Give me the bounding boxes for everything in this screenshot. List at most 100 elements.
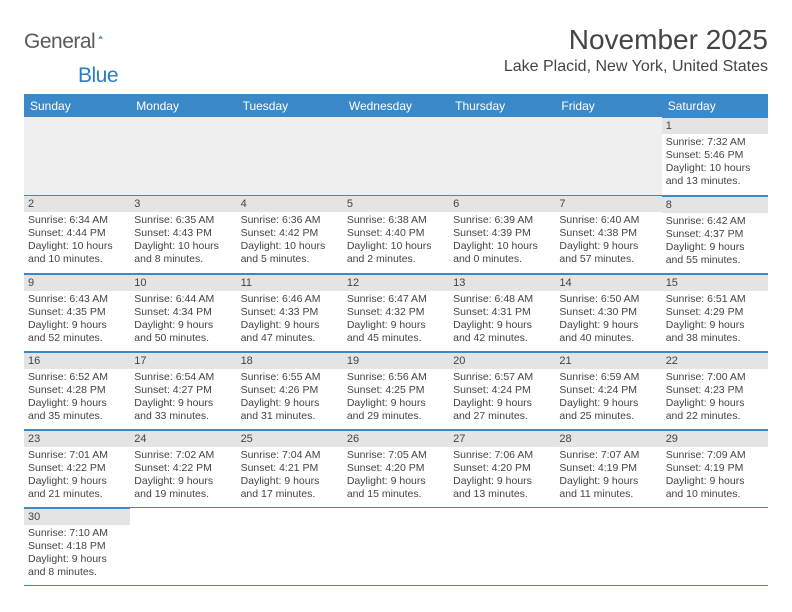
- calendar-cell: 26Sunrise: 7:05 AMSunset: 4:20 PMDayligh…: [343, 429, 449, 507]
- calendar-cell: 24Sunrise: 7:02 AMSunset: 4:22 PMDayligh…: [130, 429, 236, 507]
- day-body: Sunrise: 6:38 AMSunset: 4:40 PMDaylight:…: [343, 212, 449, 271]
- day-body: Sunrise: 6:55 AMSunset: 4:26 PMDaylight:…: [237, 369, 343, 428]
- day-body: Sunrise: 6:54 AMSunset: 4:27 PMDaylight:…: [130, 369, 236, 428]
- day-number: 1: [662, 117, 768, 134]
- day-body: Sunrise: 6:51 AMSunset: 4:29 PMDaylight:…: [662, 291, 768, 350]
- calendar-cell: [130, 507, 236, 585]
- day-number: 8: [662, 196, 768, 213]
- day-body: Sunrise: 6:39 AMSunset: 4:39 PMDaylight:…: [449, 212, 555, 271]
- calendar-cell: 8Sunrise: 6:42 AMSunset: 4:37 PMDaylight…: [662, 195, 768, 273]
- calendar-cell: 16Sunrise: 6:52 AMSunset: 4:28 PMDayligh…: [24, 351, 130, 429]
- calendar-cell: [237, 117, 343, 195]
- day-number: 15: [662, 274, 768, 291]
- calendar-row: 30Sunrise: 7:10 AMSunset: 4:18 PMDayligh…: [24, 507, 768, 585]
- calendar-cell: 21Sunrise: 6:59 AMSunset: 4:24 PMDayligh…: [555, 351, 661, 429]
- day-number: 27: [449, 430, 555, 447]
- calendar-cell: 20Sunrise: 6:57 AMSunset: 4:24 PMDayligh…: [449, 351, 555, 429]
- day-body: Sunrise: 6:43 AMSunset: 4:35 PMDaylight:…: [24, 291, 130, 350]
- weekday-header-row: Sunday Monday Tuesday Wednesday Thursday…: [24, 95, 768, 118]
- col-wednesday: Wednesday: [343, 95, 449, 118]
- day-body: Sunrise: 6:50 AMSunset: 4:30 PMDaylight:…: [555, 291, 661, 350]
- calendar-row: 9Sunrise: 6:43 AMSunset: 4:35 PMDaylight…: [24, 273, 768, 351]
- calendar-cell: 1Sunrise: 7:32 AMSunset: 5:46 PMDaylight…: [662, 117, 768, 195]
- day-number: 29: [662, 430, 768, 447]
- calendar-cell: 23Sunrise: 7:01 AMSunset: 4:22 PMDayligh…: [24, 429, 130, 507]
- calendar-cell: [555, 117, 661, 195]
- calendar-cell: 18Sunrise: 6:55 AMSunset: 4:26 PMDayligh…: [237, 351, 343, 429]
- calendar-cell: [24, 117, 130, 195]
- day-number: 3: [130, 195, 236, 212]
- calendar-cell: [555, 507, 661, 585]
- day-body: Sunrise: 6:59 AMSunset: 4:24 PMDaylight:…: [555, 369, 661, 428]
- day-body: Sunrise: 7:09 AMSunset: 4:19 PMDaylight:…: [662, 447, 768, 506]
- page-subtitle: Lake Placid, New York, United States: [504, 58, 768, 76]
- calendar-cell: 10Sunrise: 6:44 AMSunset: 4:34 PMDayligh…: [130, 273, 236, 351]
- day-number: 11: [237, 274, 343, 291]
- col-friday: Friday: [555, 95, 661, 118]
- day-number: 19: [343, 352, 449, 369]
- day-number: 25: [237, 430, 343, 447]
- calendar-cell: 2Sunrise: 6:34 AMSunset: 4:44 PMDaylight…: [24, 195, 130, 273]
- calendar-cell: 15Sunrise: 6:51 AMSunset: 4:29 PMDayligh…: [662, 273, 768, 351]
- day-body: Sunrise: 6:46 AMSunset: 4:33 PMDaylight:…: [237, 291, 343, 350]
- calendar-cell: 9Sunrise: 6:43 AMSunset: 4:35 PMDaylight…: [24, 273, 130, 351]
- col-saturday: Saturday: [662, 95, 768, 118]
- day-body: Sunrise: 7:32 AMSunset: 5:46 PMDaylight:…: [662, 134, 768, 193]
- day-number: 6: [449, 195, 555, 212]
- page-title: November 2025: [504, 24, 768, 56]
- day-body: Sunrise: 6:42 AMSunset: 4:37 PMDaylight:…: [662, 213, 768, 272]
- calendar-cell: 5Sunrise: 6:38 AMSunset: 4:40 PMDaylight…: [343, 195, 449, 273]
- day-number: 10: [130, 274, 236, 291]
- calendar-cell: 14Sunrise: 6:50 AMSunset: 4:30 PMDayligh…: [555, 273, 661, 351]
- calendar-cell: 6Sunrise: 6:39 AMSunset: 4:39 PMDaylight…: [449, 195, 555, 273]
- day-number: 13: [449, 274, 555, 291]
- calendar-cell: 12Sunrise: 6:47 AMSunset: 4:32 PMDayligh…: [343, 273, 449, 351]
- calendar-cell: [662, 507, 768, 585]
- day-body: Sunrise: 6:52 AMSunset: 4:28 PMDaylight:…: [24, 369, 130, 428]
- day-number: 21: [555, 352, 661, 369]
- col-tuesday: Tuesday: [237, 95, 343, 118]
- sail-icon: [98, 27, 103, 47]
- day-body: Sunrise: 6:57 AMSunset: 4:24 PMDaylight:…: [449, 369, 555, 428]
- day-number: 14: [555, 274, 661, 291]
- day-body: Sunrise: 7:04 AMSunset: 4:21 PMDaylight:…: [237, 447, 343, 506]
- calendar-cell: [449, 117, 555, 195]
- col-sunday: Sunday: [24, 95, 130, 118]
- calendar-row: 1Sunrise: 7:32 AMSunset: 5:46 PMDaylight…: [24, 117, 768, 195]
- calendar-cell: [130, 117, 236, 195]
- day-number: 2: [24, 195, 130, 212]
- calendar-row: 23Sunrise: 7:01 AMSunset: 4:22 PMDayligh…: [24, 429, 768, 507]
- day-body: Sunrise: 6:47 AMSunset: 4:32 PMDaylight:…: [343, 291, 449, 350]
- calendar-cell: 13Sunrise: 6:48 AMSunset: 4:31 PMDayligh…: [449, 273, 555, 351]
- calendar-cell: 29Sunrise: 7:09 AMSunset: 4:19 PMDayligh…: [662, 429, 768, 507]
- day-number: 5: [343, 195, 449, 212]
- calendar-cell: 3Sunrise: 6:35 AMSunset: 4:43 PMDaylight…: [130, 195, 236, 273]
- day-number: 23: [24, 430, 130, 447]
- calendar-cell: 28Sunrise: 7:07 AMSunset: 4:19 PMDayligh…: [555, 429, 661, 507]
- calendar-row: 16Sunrise: 6:52 AMSunset: 4:28 PMDayligh…: [24, 351, 768, 429]
- day-number: 20: [449, 352, 555, 369]
- calendar-cell: 25Sunrise: 7:04 AMSunset: 4:21 PMDayligh…: [237, 429, 343, 507]
- day-body: Sunrise: 6:44 AMSunset: 4:34 PMDaylight:…: [130, 291, 236, 350]
- day-number: 22: [662, 352, 768, 369]
- calendar-cell: 27Sunrise: 7:06 AMSunset: 4:20 PMDayligh…: [449, 429, 555, 507]
- day-body: Sunrise: 7:10 AMSunset: 4:18 PMDaylight:…: [24, 525, 130, 584]
- day-body: Sunrise: 7:02 AMSunset: 4:22 PMDaylight:…: [130, 447, 236, 506]
- day-number: 7: [555, 195, 661, 212]
- day-body: Sunrise: 7:07 AMSunset: 4:19 PMDaylight:…: [555, 447, 661, 506]
- calendar-cell: [343, 117, 449, 195]
- title-block: November 2025 Lake Placid, New York, Uni…: [504, 24, 768, 76]
- calendar-cell: 7Sunrise: 6:40 AMSunset: 4:38 PMDaylight…: [555, 195, 661, 273]
- logo: General: [24, 24, 124, 54]
- calendar-cell: 17Sunrise: 6:54 AMSunset: 4:27 PMDayligh…: [130, 351, 236, 429]
- col-monday: Monday: [130, 95, 236, 118]
- day-number: 12: [343, 274, 449, 291]
- logo-text-general: General: [24, 30, 95, 54]
- col-thursday: Thursday: [449, 95, 555, 118]
- calendar-cell: 4Sunrise: 6:36 AMSunset: 4:42 PMDaylight…: [237, 195, 343, 273]
- day-number: 30: [24, 508, 130, 525]
- day-number: 17: [130, 352, 236, 369]
- day-number: 16: [24, 352, 130, 369]
- day-body: Sunrise: 7:01 AMSunset: 4:22 PMDaylight:…: [24, 447, 130, 506]
- day-body: Sunrise: 7:00 AMSunset: 4:23 PMDaylight:…: [662, 369, 768, 428]
